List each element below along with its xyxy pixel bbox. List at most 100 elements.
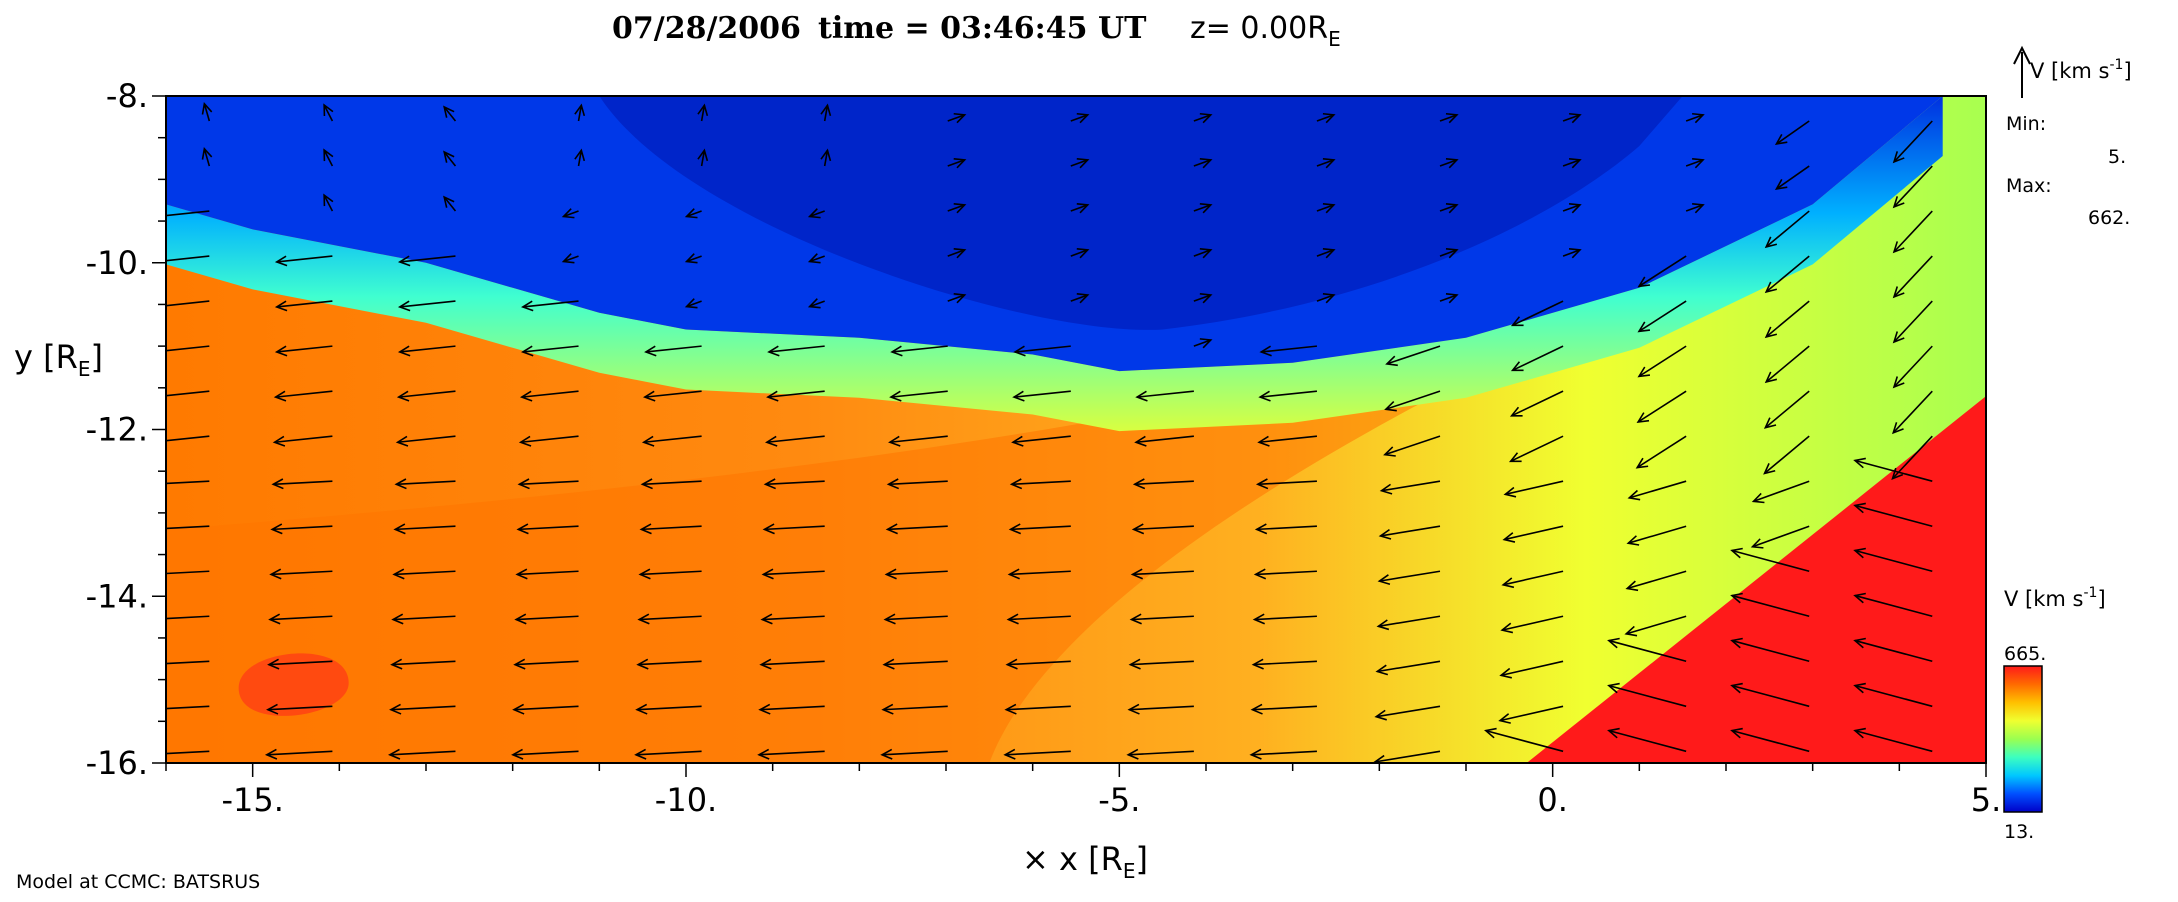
velocity-arrow bbox=[697, 103, 709, 122]
velocity-arrow bbox=[443, 105, 457, 122]
velocity-arrow bbox=[274, 300, 333, 312]
velocity-arrow bbox=[1500, 615, 1564, 634]
velocity-arrow bbox=[1070, 157, 1090, 169]
velocity-arrow bbox=[513, 658, 579, 670]
velocity-arrow bbox=[512, 703, 579, 715]
velocity-arrow bbox=[443, 195, 457, 212]
velocity-arrow bbox=[1626, 525, 1687, 546]
velocity-arrow bbox=[273, 390, 333, 402]
velocity-arrow bbox=[397, 255, 456, 267]
velocity-arrow bbox=[1892, 210, 1933, 254]
velocity-arrow bbox=[521, 345, 579, 357]
velocity-arrow bbox=[807, 208, 825, 219]
colorbar-max-label: 665. bbox=[2004, 643, 2046, 665]
velocity-arrow bbox=[1853, 547, 1933, 573]
velocity-arrow bbox=[1130, 568, 1194, 580]
velocity-arrow bbox=[1128, 658, 1194, 670]
velocity-arrow bbox=[759, 658, 825, 670]
velocity-arrow bbox=[757, 748, 825, 760]
velocity-arrow bbox=[390, 658, 456, 670]
velocity-arrow bbox=[1378, 525, 1441, 540]
vector-max-value: 662. bbox=[2088, 207, 2130, 229]
velocity-arrow bbox=[1439, 202, 1459, 214]
x-tick-label: -5. bbox=[1098, 781, 1140, 819]
velocity-arrow bbox=[1193, 202, 1213, 214]
velocity-arrow bbox=[1252, 613, 1317, 625]
velocity-arrow bbox=[1624, 615, 1687, 637]
vector-legend-label: V [km s-1] bbox=[2030, 57, 2132, 83]
velocity-arrow bbox=[1763, 390, 1810, 429]
velocity-arrow bbox=[1132, 478, 1194, 490]
velocity-arrow bbox=[1070, 112, 1090, 124]
velocity-arrow bbox=[389, 703, 456, 715]
velocity-arrow bbox=[880, 748, 948, 760]
velocity-arrow bbox=[881, 703, 948, 715]
velocity-arrow bbox=[947, 202, 967, 214]
velocity-arrow bbox=[1764, 210, 1810, 249]
velocity-arrow bbox=[201, 101, 213, 122]
velocity-arrow bbox=[166, 570, 210, 575]
velocity-arrow bbox=[639, 523, 702, 535]
x-tick-label: -15. bbox=[221, 781, 283, 819]
velocity-arrow bbox=[1439, 157, 1459, 169]
velocity-arrow bbox=[1685, 157, 1705, 169]
velocity-arrow bbox=[1730, 547, 1810, 573]
velocity-arrow bbox=[1510, 300, 1564, 327]
y-tick-label: -10. bbox=[86, 244, 148, 282]
velocity-arrow bbox=[762, 523, 825, 535]
x-tick-label: 5. bbox=[1971, 781, 2002, 819]
velocity-arrow bbox=[166, 210, 210, 217]
velocity-arrow bbox=[820, 148, 832, 167]
velocity-arrow bbox=[1193, 157, 1213, 169]
velocity-arrow bbox=[1439, 112, 1459, 124]
model-credit: Model at CCMC: BATSRUS bbox=[16, 871, 260, 893]
velocity-arrow bbox=[947, 293, 967, 304]
velocity-arrow bbox=[1503, 480, 1564, 498]
velocity-arrow bbox=[1853, 682, 1933, 708]
velocity-arrow bbox=[764, 435, 825, 447]
title-z: z= 0.00RE bbox=[1190, 11, 1341, 51]
velocity-arrow bbox=[1730, 637, 1810, 663]
velocity-arrow bbox=[761, 568, 825, 580]
velocity-arrow bbox=[396, 390, 456, 402]
velocity-arrow bbox=[574, 148, 586, 167]
colorbar-scale bbox=[2003, 665, 2043, 813]
velocity-arrow bbox=[635, 703, 702, 715]
velocity-arrow bbox=[393, 523, 456, 535]
velocity-arrow bbox=[443, 150, 457, 167]
velocity-arrow bbox=[1383, 435, 1441, 457]
velocity-arrow bbox=[1135, 390, 1194, 402]
velocity-arrow bbox=[397, 345, 456, 357]
velocity-arrow bbox=[1253, 568, 1317, 580]
velocity-arrow bbox=[697, 148, 709, 167]
velocity-arrow bbox=[166, 255, 210, 262]
vector-max-label: Max: bbox=[2006, 175, 2052, 197]
velocity-arrow bbox=[947, 157, 967, 169]
velocity-arrow bbox=[636, 658, 702, 670]
y-tick-label: -8. bbox=[106, 77, 148, 115]
velocity-arrow bbox=[1509, 390, 1564, 417]
velocity-arrow bbox=[1750, 525, 1810, 549]
y-axis-label: y [RE] bbox=[14, 338, 103, 381]
velocity-arrow bbox=[1013, 345, 1071, 357]
velocity-arrow bbox=[1764, 255, 1810, 294]
velocity-arrow bbox=[1249, 748, 1317, 760]
velocity-arrow bbox=[1853, 727, 1933, 753]
velocity-arrow bbox=[201, 146, 213, 167]
velocity-arrow bbox=[634, 748, 702, 760]
velocity-arrow bbox=[684, 298, 702, 309]
colorbar-label: V [km s-1] bbox=[2004, 585, 2106, 611]
velocity-arrow bbox=[1129, 613, 1194, 625]
velocity-arrow bbox=[1508, 435, 1564, 463]
velocity-arrow bbox=[1562, 202, 1582, 214]
velocity-arrow bbox=[1607, 727, 1687, 753]
velocity-arrow bbox=[884, 568, 948, 580]
velocity-arrow bbox=[1257, 435, 1318, 447]
x-tick-label: 0. bbox=[1537, 781, 1568, 819]
velocity-arrow bbox=[1007, 568, 1071, 580]
velocity-arrow bbox=[1637, 255, 1687, 288]
velocity-arrow bbox=[1376, 615, 1441, 631]
velocity-arrow bbox=[1193, 112, 1213, 124]
vector-min-label: Min: bbox=[2006, 113, 2046, 135]
